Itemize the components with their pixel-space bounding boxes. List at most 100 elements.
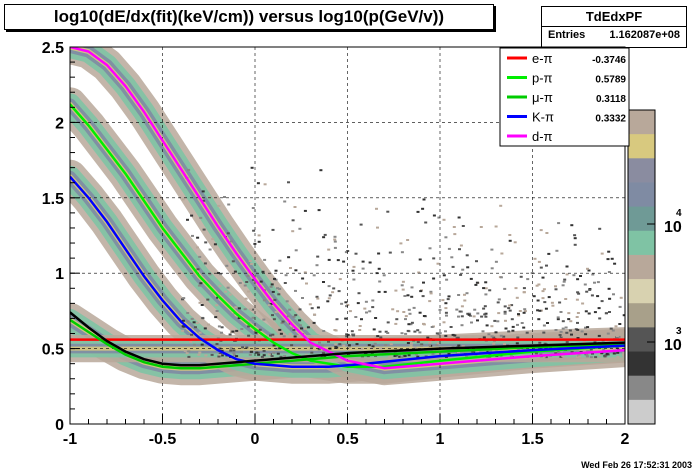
noise-dot xyxy=(285,300,289,303)
noise-dot xyxy=(373,342,377,345)
noise-dot xyxy=(456,336,460,339)
noise-dot xyxy=(292,329,296,331)
noise-dot xyxy=(254,331,258,334)
noise-dot xyxy=(232,354,236,357)
noise-dot xyxy=(445,278,449,281)
noise-dot xyxy=(517,313,520,316)
noise-dot xyxy=(435,332,439,335)
noise-dot xyxy=(589,356,593,359)
noise-dot xyxy=(220,331,223,334)
noise-dot xyxy=(461,345,465,348)
noise-dot xyxy=(616,337,619,340)
noise-dot xyxy=(279,332,283,335)
noise-dot xyxy=(270,355,274,358)
noise-dot xyxy=(386,210,390,213)
noise-dot xyxy=(310,307,314,310)
noise-dot xyxy=(210,353,214,356)
noise-dot xyxy=(198,331,202,334)
noise-dot xyxy=(243,308,247,311)
noise-dot xyxy=(374,336,378,339)
noise-dot xyxy=(534,352,538,355)
noise-dot xyxy=(428,247,432,250)
noise-dot xyxy=(546,322,549,324)
noise-dot xyxy=(235,329,239,332)
noise-dot xyxy=(257,240,261,243)
noise-dot xyxy=(333,246,337,249)
noise-dot xyxy=(253,242,257,245)
noise-dot xyxy=(585,355,589,358)
noise-dot xyxy=(516,336,520,339)
curve-4 xyxy=(70,47,625,370)
noise-dot xyxy=(335,318,339,321)
noise-dot xyxy=(519,275,523,278)
noise-dot xyxy=(564,326,568,329)
noise-dot xyxy=(247,290,251,293)
noise-dot xyxy=(539,266,543,269)
noise-dot xyxy=(604,334,608,337)
noise-dot xyxy=(319,169,323,172)
noise-dot xyxy=(457,344,461,347)
noise-dot xyxy=(470,321,473,324)
noise-dot xyxy=(240,328,244,330)
legend-value: -0.3746 xyxy=(592,55,626,66)
colorbar-swatch xyxy=(628,206,655,232)
noise-dot xyxy=(352,278,356,281)
noise-dot xyxy=(570,224,574,227)
noise-dot xyxy=(471,350,475,353)
noise-dot xyxy=(558,334,562,336)
noise-dot xyxy=(249,337,253,340)
noise-dot xyxy=(564,298,568,300)
noise-dot xyxy=(182,297,186,300)
noise-dot xyxy=(237,307,241,310)
noise-dot xyxy=(338,278,342,281)
noise-dot xyxy=(617,335,621,338)
noise-dot xyxy=(218,284,222,287)
noise-dot xyxy=(346,333,350,336)
noise-dot xyxy=(247,325,251,328)
noise-dot xyxy=(442,321,446,324)
noise-dot xyxy=(308,303,312,306)
noise-dot xyxy=(453,334,457,337)
noise-dot xyxy=(263,258,267,261)
noise-dot xyxy=(400,284,404,287)
noise-dot xyxy=(251,207,255,209)
noise-dot xyxy=(368,261,372,264)
noise-dot xyxy=(273,277,276,280)
noise-dot xyxy=(432,277,436,280)
noise-dot xyxy=(368,310,372,313)
noise-dot xyxy=(303,271,307,274)
noise-dot xyxy=(262,350,266,352)
noise-dot xyxy=(459,273,463,276)
noise-dot xyxy=(278,287,282,290)
legend-label: μ-π xyxy=(532,90,553,105)
noise-dot xyxy=(588,288,592,291)
noise-dot xyxy=(278,259,282,262)
noise-dot xyxy=(584,310,588,313)
noise-dot xyxy=(354,316,358,318)
colorbar-label-exponent: 4 xyxy=(676,208,682,219)
noise-dot xyxy=(217,355,221,358)
noise-dot xyxy=(333,240,337,243)
noise-dot xyxy=(409,344,413,347)
noise-dot xyxy=(250,350,253,353)
noise-dot xyxy=(384,344,388,346)
noise-dot xyxy=(374,317,378,319)
noise-dot xyxy=(283,200,287,203)
noise-dot xyxy=(492,336,496,339)
noise-dot xyxy=(589,348,593,351)
noise-dot xyxy=(463,293,466,296)
noise-dot xyxy=(278,328,282,331)
noise-dot xyxy=(422,322,425,325)
noise-dot xyxy=(198,255,202,258)
noise-dot xyxy=(202,228,206,231)
noise-dot xyxy=(239,350,243,353)
noise-dot xyxy=(198,351,202,354)
y-tick-label: 1.5 xyxy=(42,191,64,208)
noise-dot xyxy=(508,304,512,307)
noise-dot xyxy=(401,288,405,291)
noise-dot xyxy=(200,343,204,346)
noise-dot xyxy=(294,269,298,272)
noise-dot xyxy=(622,354,625,356)
noise-dot xyxy=(609,327,613,330)
